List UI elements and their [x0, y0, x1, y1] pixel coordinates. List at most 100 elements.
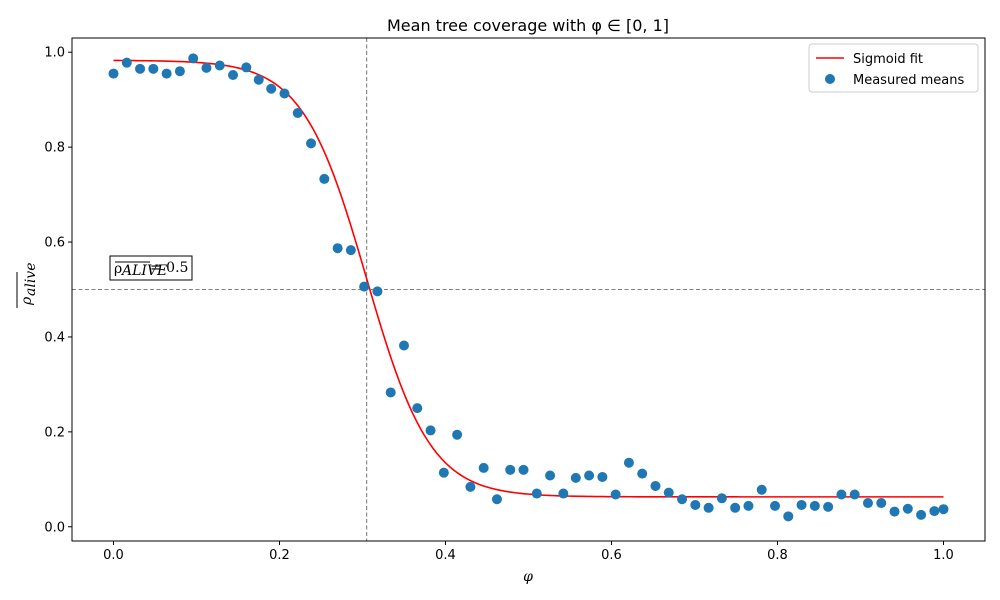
data-point: [228, 70, 239, 81]
legend-swatch-measured-means: [825, 74, 835, 84]
data-point: [452, 429, 463, 440]
data-point: [531, 488, 542, 499]
x-tick-label: 1.0: [933, 548, 954, 563]
y-axis-ticks: 0.0 0.2 0.4 0.6 0.8 1.0: [44, 46, 72, 535]
data-point: [399, 340, 409, 351]
data-point: [148, 63, 159, 74]
data-point: [121, 57, 132, 68]
data-point: [438, 467, 449, 478]
annotation-rho: ρ: [114, 261, 122, 277]
data-point: [716, 493, 727, 504]
data-point: [783, 511, 794, 522]
data-point: [597, 471, 608, 482]
data-point: [743, 500, 754, 511]
x-tick-label: 0.2: [269, 548, 290, 563]
data-point: [518, 464, 529, 475]
data-point: [505, 464, 516, 475]
data-point: [306, 138, 317, 149]
data-point: [108, 68, 119, 79]
data-point: [359, 281, 370, 292]
sigmoid-fit-series: [113, 59, 944, 498]
data-point: [584, 470, 595, 481]
data-point: [650, 480, 661, 491]
data-point: [266, 83, 277, 94]
sigmoid-fit-line: [113, 59, 944, 498]
x-axis-ticks: 0.0 0.2 0.4 0.6 0.8 1.0: [103, 541, 954, 563]
data-point: [161, 68, 172, 79]
data-point: [677, 494, 688, 505]
data-point: [385, 387, 396, 398]
data-point: [703, 502, 714, 513]
x-tick-label: 0.6: [601, 548, 622, 563]
data-point: [345, 245, 356, 256]
x-axis-label: φ: [523, 569, 533, 585]
x-tick-label: 0.4: [435, 548, 456, 563]
data-point: [372, 286, 383, 297]
data-point: [916, 509, 927, 520]
data-point: [241, 62, 252, 73]
legend-label-measured-means: Measured means: [853, 73, 965, 88]
data-point: [188, 53, 199, 64]
data-point: [938, 504, 949, 515]
legend-frame: [808, 43, 979, 93]
reference-lines: [72, 38, 985, 541]
data-point: [796, 499, 807, 510]
data-point: [637, 468, 648, 479]
data-point: [570, 472, 581, 483]
annotation-value: = 0.5: [150, 260, 188, 276]
data-point: [889, 506, 900, 517]
data-point: [690, 499, 701, 510]
data-point: [862, 498, 873, 509]
annotation-subscript: ALIVE: [120, 263, 167, 279]
chart-title: Mean tree coverage with φ ∈ [0, 1]: [387, 16, 669, 35]
legend-label-sigmoid-fit: Sigmoid fit: [853, 52, 923, 67]
data-point: [332, 243, 343, 254]
plot-area: [72, 38, 985, 541]
data-point: [770, 500, 781, 511]
data-point: [663, 487, 674, 498]
data-point: [292, 107, 303, 118]
data-point: [135, 63, 146, 74]
y-tick-label: 0.0: [44, 520, 65, 535]
y-tick-label: 1.0: [44, 46, 65, 61]
data-point: [623, 457, 634, 468]
data-point: [545, 470, 556, 481]
data-point: [809, 500, 820, 511]
x-tick-label: 0.0: [103, 548, 124, 563]
data-point: [558, 488, 569, 499]
data-point: [756, 484, 767, 495]
data-point: [253, 74, 264, 85]
data-point: [730, 502, 741, 513]
y-tick-label: 0.6: [44, 236, 65, 251]
data-point: [823, 501, 834, 512]
data-point: [610, 489, 621, 500]
annotation-box: ρ ALIVE = 0.5: [109, 255, 193, 281]
data-point: [836, 489, 847, 500]
y-tick-label: 0.8: [44, 141, 65, 156]
data-point: [465, 481, 476, 492]
data-point: [174, 66, 185, 77]
data-point: [491, 494, 502, 505]
data-point: [201, 62, 212, 73]
data-point: [412, 403, 423, 414]
x-tick-label: 0.8: [767, 548, 788, 563]
data-point: [876, 498, 887, 509]
data-point: [929, 506, 940, 517]
axes-frame: [71, 37, 986, 542]
legend: Sigmoid fit Measured means: [808, 43, 979, 93]
data-point: [279, 88, 290, 99]
measured-means-series: [108, 53, 949, 522]
data-point: [902, 503, 913, 514]
data-point: [478, 462, 489, 473]
data-point: [214, 60, 225, 71]
data-point: [319, 173, 330, 184]
annotation-frame: [109, 255, 193, 281]
y-tick-label: 0.4: [44, 330, 65, 345]
data-point: [425, 425, 436, 436]
y-axis-label: ρ alive: [16, 263, 39, 308]
y-tick-label: 0.2: [44, 425, 65, 440]
y-axis-label-text: ρ: [19, 296, 35, 306]
y-axis-label-subscript: alive: [23, 263, 39, 297]
data-point: [849, 489, 860, 500]
